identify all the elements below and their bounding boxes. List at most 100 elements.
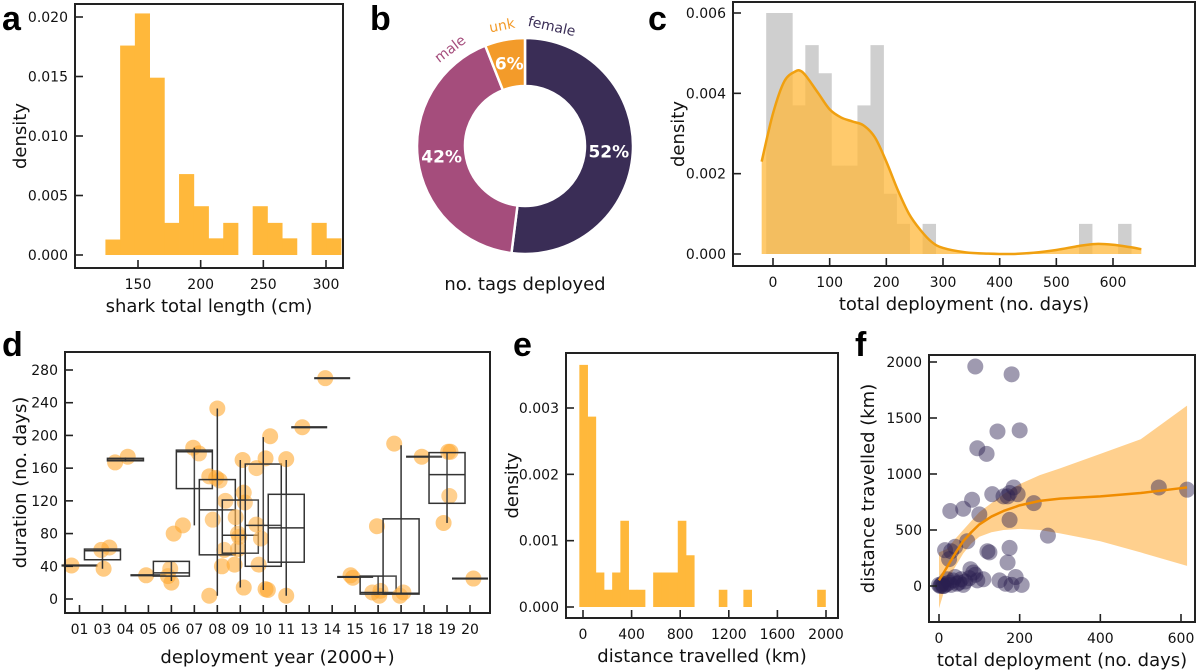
x-tick-label: 16	[369, 622, 387, 638]
x-tick-label: 14	[323, 622, 341, 638]
y-tick-label: 0.000	[519, 600, 559, 616]
data-point	[951, 574, 968, 591]
axes: 0 100 200 300 400 500 600 0.000 0.002 0.004 0.006	[686, 1, 1196, 291]
data-point	[967, 566, 984, 583]
y-tick-label: 0	[913, 579, 922, 595]
x-axis-label: distance travelled (km)	[597, 646, 806, 667]
y-tick-label: 0.010	[28, 129, 68, 145]
data-point	[231, 528, 248, 545]
y-tick-label: 240	[31, 396, 58, 412]
histogram-bar	[193, 206, 209, 255]
x-tick-label: 04	[117, 622, 135, 638]
histogram-bar	[587, 416, 597, 607]
data-point	[959, 533, 976, 550]
x-tick-label: 05	[139, 622, 157, 638]
panel-letter-a: a	[2, 0, 22, 38]
histogram-bar	[149, 77, 165, 255]
histogram-bar	[669, 572, 679, 607]
data-point	[999, 488, 1016, 505]
boxplot-18	[406, 448, 443, 465]
boxplot-10	[244, 428, 283, 599]
x-tick-label: 20	[461, 622, 479, 638]
boxplot-16	[359, 518, 397, 604]
boxplot-17	[382, 435, 420, 604]
panel-letter-f: f	[855, 326, 867, 364]
y-tick-label: 80	[40, 527, 58, 543]
panel-letter-e: e	[513, 326, 532, 364]
data-point	[252, 530, 269, 547]
boxplot-04	[106, 448, 145, 471]
axes: 0 200 400 600 0 500 1000 1500 2000	[886, 354, 1196, 647]
y-axis-label: duration (no. days)	[10, 397, 31, 569]
boxplot-01	[61, 557, 98, 574]
data-point	[991, 572, 1008, 589]
data-point	[962, 561, 979, 578]
x-axis-label: total deployment (no. days)	[839, 294, 1089, 315]
data-point	[937, 542, 954, 559]
slice-percent-label: 52%	[588, 142, 629, 162]
histogram-bar	[164, 222, 180, 255]
axes: 150 200 250 300 0.000 0.005 0.010 0.015 0.020	[28, 3, 344, 293]
x-tick-label: 150	[125, 277, 152, 293]
plot-frame	[64, 351, 491, 614]
histogram-bar	[718, 589, 728, 607]
data-point	[967, 358, 984, 375]
donut-caption: no. tags deployed	[444, 274, 605, 295]
x-tick-label: 0	[579, 627, 588, 643]
data-point	[947, 569, 964, 586]
data-point	[1003, 576, 1020, 593]
x-tick-label: 15	[346, 622, 364, 638]
panel-letter-b: b	[370, 0, 391, 38]
x-tick-label: 600	[1168, 631, 1195, 647]
data-point	[235, 579, 252, 596]
x-tick-label: 400	[618, 627, 645, 643]
histogram-bar	[603, 589, 613, 607]
histogram-bar	[817, 589, 826, 607]
y-axis-label: density	[10, 103, 31, 169]
kde-curve	[760, 68, 1142, 256]
data-point	[1011, 422, 1028, 439]
data-point	[942, 502, 959, 519]
y-tick-label: 0.005	[28, 189, 68, 205]
y-tick-label: 40	[40, 559, 58, 575]
y-tick-label: 0.003	[519, 401, 559, 417]
x-tick-label: 17	[392, 622, 410, 638]
y-tick-label: 500	[895, 523, 922, 539]
data-point	[368, 518, 385, 535]
x-tick-label: 0	[769, 275, 778, 291]
x-tick-label: 200	[187, 277, 214, 293]
plot-frame	[565, 352, 839, 619]
histogram-bar	[311, 222, 327, 255]
histogram-bar	[252, 206, 268, 255]
box	[152, 560, 191, 577]
boxplots	[61, 370, 488, 604]
data-point	[933, 577, 950, 594]
data-point	[979, 543, 996, 560]
data-point	[386, 435, 403, 452]
data-point	[1001, 539, 1018, 556]
data-point	[931, 576, 947, 593]
plot-frame	[74, 3, 344, 269]
data-point	[953, 571, 970, 588]
boxplot-11	[267, 451, 305, 604]
panel-e: e 0 400 800 1200 1600 2000 0.000 0.001 0.002 0.00…	[502, 326, 844, 667]
data-point	[999, 554, 1016, 571]
donut-slice-unk	[483, 36, 527, 92]
y-tick-label: 2000	[886, 355, 922, 371]
y-tick-label: 0.015	[28, 70, 68, 86]
histogram-bar	[595, 572, 605, 607]
x-tick-label: 800	[667, 627, 694, 643]
panel-letter-c: c	[648, 0, 667, 38]
data-point	[949, 575, 966, 592]
plot-frame	[928, 354, 1196, 623]
x-tick-label: 200	[873, 275, 900, 291]
data-point	[208, 469, 225, 486]
boxplot-13	[291, 419, 328, 436]
data-point	[995, 488, 1012, 505]
boxplot-20	[452, 570, 488, 587]
histogram-bar	[685, 555, 695, 607]
data-point	[969, 572, 986, 589]
data-point	[435, 514, 452, 531]
histogram-bar	[653, 572, 662, 607]
